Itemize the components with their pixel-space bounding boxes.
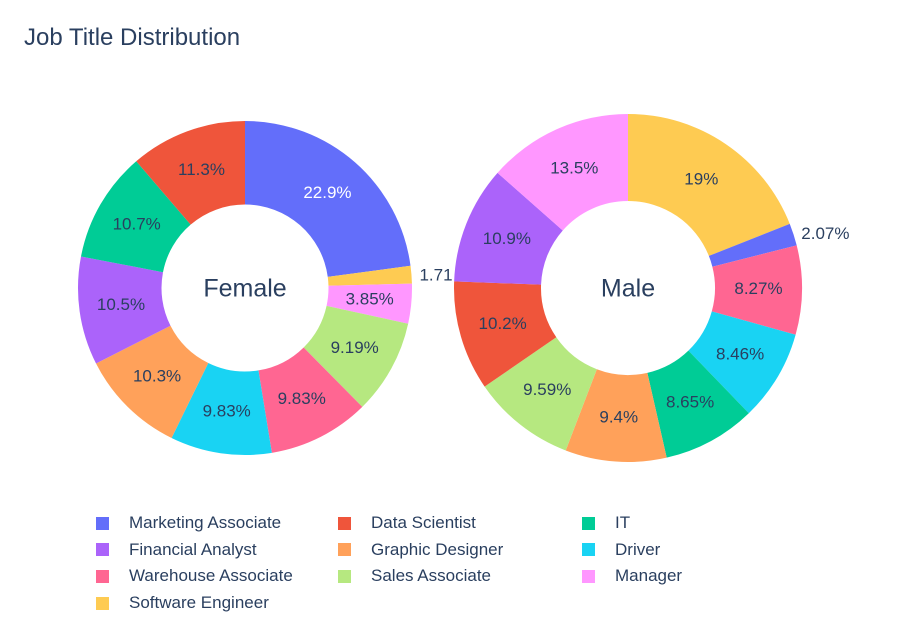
pie-slice-driver[interactable] bbox=[688, 311, 796, 414]
legend-item-warehouse-associate[interactable]: Warehouse Associate bbox=[96, 565, 293, 587]
slice-label-it: 10.7% bbox=[113, 215, 161, 234]
legend-label: Financial Analyst bbox=[129, 539, 257, 559]
pie-slice-it[interactable] bbox=[647, 350, 749, 458]
legend-swatch bbox=[582, 543, 595, 557]
legend-label: Graphic Designer bbox=[371, 539, 504, 559]
legend-label: Driver bbox=[615, 539, 661, 559]
legend-item-manager[interactable]: Manager bbox=[582, 565, 682, 587]
slice-label-driver: 8.46% bbox=[716, 344, 764, 363]
slice-label-data-scientist: 10.2% bbox=[479, 314, 527, 333]
legend-label: IT bbox=[615, 513, 631, 532]
slice-label-manager: 3.85% bbox=[346, 289, 394, 308]
pie-slice-sales-associate[interactable] bbox=[303, 305, 409, 407]
donut-male: 19% 2.07% 8.27% 8.46% 8.65% 9.4% 9.59% 10.2% 10.… bbox=[454, 114, 849, 462]
slice-label-financial-analyst: 10.5% bbox=[97, 295, 145, 314]
slice-label-data-scientist: 11.3% bbox=[178, 160, 225, 179]
slice-label-warehouse-associate: 8.27% bbox=[734, 279, 782, 298]
legend-swatch bbox=[582, 569, 595, 583]
pie-slice-software-engineer[interactable] bbox=[628, 114, 790, 256]
legend-item-it[interactable]: IT bbox=[582, 512, 630, 534]
slice-label-it: 8.65% bbox=[666, 392, 714, 411]
legend-item-sales-associate[interactable]: Sales Associate bbox=[338, 565, 491, 587]
pie-slice-it[interactable] bbox=[81, 161, 191, 273]
legend-swatch bbox=[582, 516, 595, 530]
legend-label: Data Scientist bbox=[371, 513, 476, 532]
legend-item-marketing-associate[interactable]: Marketing Associate bbox=[96, 512, 281, 534]
legend-item-graphic-designer[interactable]: Graphic Designer bbox=[338, 539, 503, 561]
pie-slice-financial-analyst[interactable] bbox=[77, 256, 171, 364]
legend-label: Manager bbox=[615, 566, 683, 586]
slice-label-driver: 9.83% bbox=[203, 401, 251, 420]
legend-swatch bbox=[96, 569, 109, 583]
slice-label-graphic-designer: 9.4% bbox=[599, 408, 638, 427]
legend-swatch bbox=[96, 543, 109, 557]
donut-center-label: Male bbox=[601, 275, 655, 303]
pie-slice-marketing-associate[interactable] bbox=[245, 121, 411, 277]
pie-slice-manager[interactable] bbox=[497, 114, 628, 231]
slice-label-sales-associate: 9.59% bbox=[523, 380, 571, 399]
slice-label-warehouse-associate: 9.83% bbox=[278, 389, 326, 408]
pie-slice-manager[interactable] bbox=[326, 283, 412, 324]
pie-slice-financial-analyst[interactable] bbox=[454, 172, 563, 285]
pie-slice-data-scientist[interactable] bbox=[454, 281, 557, 387]
slice-label-graphic-designer: 10.3% bbox=[133, 367, 181, 386]
pie-slice-graphic-designer[interactable] bbox=[96, 325, 209, 438]
slice-label-manager: 13.5% bbox=[550, 159, 598, 178]
legend-item-driver[interactable]: Driver bbox=[582, 539, 660, 561]
legend-swatch bbox=[96, 596, 109, 610]
chart-title: Job Title Distribution bbox=[24, 24, 240, 51]
legend-label: Marketing Associate bbox=[129, 513, 282, 532]
legend: Marketing Associate Data Scientist IT Finan… bbox=[96, 512, 856, 622]
pie-slice-data-scientist[interactable] bbox=[136, 121, 245, 225]
pie-slice-warehouse-associate[interactable] bbox=[711, 245, 802, 335]
legend-label: Sales Associate bbox=[371, 566, 492, 586]
donut-female: 22.9% 1.71 3.85% 9.19% 9.83% 9.83% 10.3% 10.5% 1… bbox=[77, 121, 453, 456]
legend-swatch bbox=[338, 569, 351, 583]
legend-swatch bbox=[338, 516, 351, 530]
legend-swatch bbox=[96, 516, 109, 530]
slice-label-financial-analyst: 10.9% bbox=[483, 229, 531, 248]
slice-label-software-engineer: 1.71 bbox=[419, 266, 452, 285]
pie-slice-sales-associate[interactable] bbox=[484, 337, 597, 451]
legend-item-data-scientist[interactable]: Data Scientist bbox=[338, 512, 476, 534]
pie-slice-driver[interactable] bbox=[171, 362, 272, 456]
pie-slice-graphic-designer[interactable] bbox=[565, 369, 667, 462]
pie-slice-warehouse-associate[interactable] bbox=[258, 347, 363, 453]
pies-layer: 22.9% 1.71 3.85% 9.19% 9.83% 9.83% 10.3% 10.5% 1… bbox=[77, 114, 849, 462]
pie-slice-software-engineer[interactable] bbox=[327, 265, 412, 286]
legend-item-financial-analyst[interactable]: Financial Analyst bbox=[96, 539, 257, 561]
legend-label: Warehouse Associate bbox=[129, 566, 293, 586]
legend-swatch bbox=[338, 543, 351, 557]
slice-label-software-engineer: 19% bbox=[684, 170, 718, 189]
legend-label: Software Engineer bbox=[129, 593, 269, 613]
slice-label-marketing-associate: 22.9% bbox=[303, 183, 351, 202]
donut-center-label: Female bbox=[203, 275, 286, 303]
legend-item-software-engineer[interactable]: Software Engineer bbox=[96, 592, 269, 614]
slice-label-sales-associate: 9.19% bbox=[331, 338, 379, 357]
pie-slice-marketing-associate[interactable] bbox=[708, 223, 797, 267]
slice-label-marketing-associate: 2.07% bbox=[801, 224, 849, 243]
